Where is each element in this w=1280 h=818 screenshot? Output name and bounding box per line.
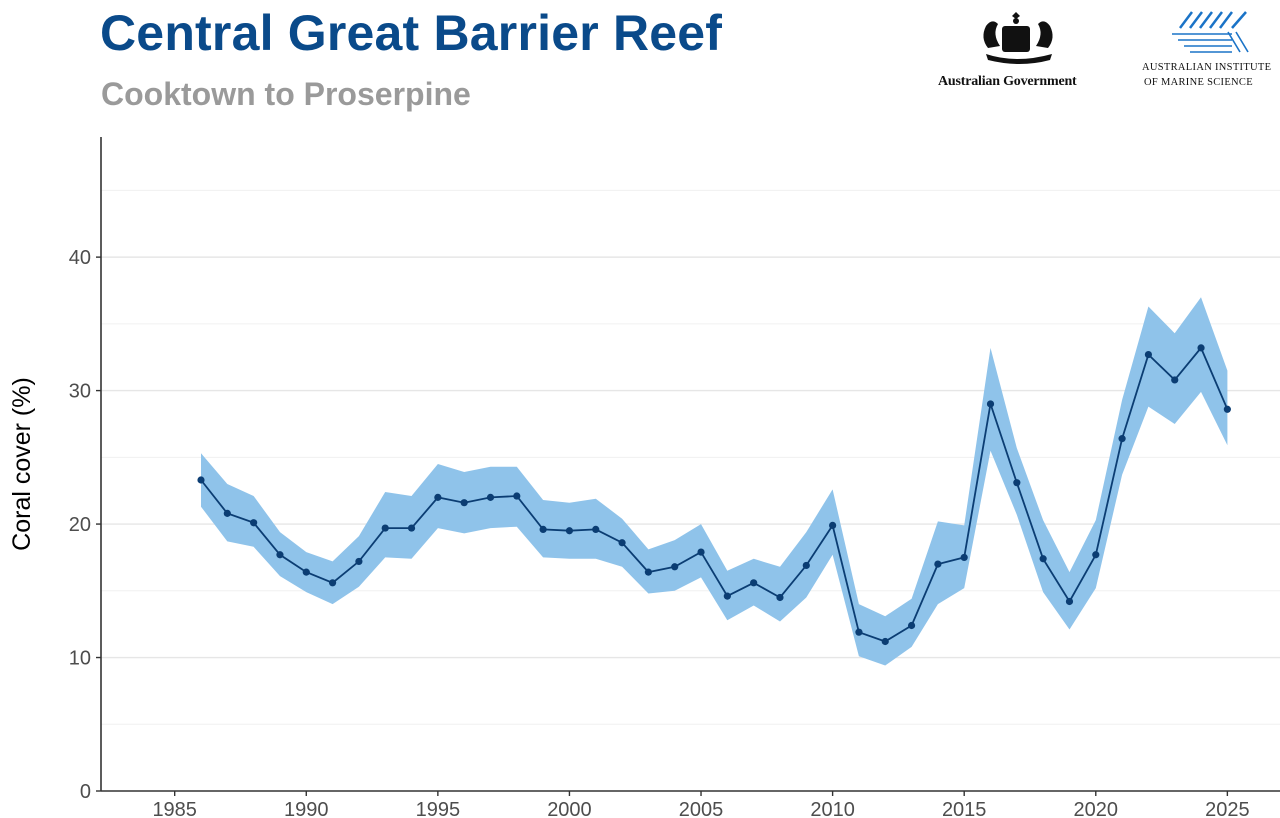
australian-government-logo: Australian Government (930, 8, 1110, 98)
data-point-2001 (592, 525, 600, 534)
confidence-band-layer (201, 297, 1228, 666)
data-point-2021 (1118, 435, 1126, 443)
y-axis-title: Coral cover (%) (8, 377, 36, 551)
data-point-2008 (776, 593, 784, 602)
data-point-2025 (1223, 405, 1231, 413)
y-tick-label-10: 10 (69, 648, 91, 670)
aims-label-line1: AUSTRALIAN INSTITUTE (1142, 62, 1272, 73)
y-tick-label-20: 20 (69, 514, 91, 536)
data-point-1988 (250, 519, 258, 527)
x-tick-label-1990: 1990 (284, 799, 329, 818)
data-point-1986 (197, 476, 205, 484)
x-tick-label-2000: 2000 (547, 799, 592, 818)
data-point-2004 (671, 563, 679, 571)
data-point-2016 (986, 400, 995, 408)
y-tick-label-40: 40 (69, 247, 91, 269)
coral-cover-line (200, 346, 1229, 643)
x-tick-label-2020: 2020 (1074, 799, 1119, 818)
data-point-2007 (750, 579, 758, 587)
data-point-1987 (223, 509, 231, 517)
x-tick-label-2005: 2005 (679, 799, 724, 818)
data-point-1997 (486, 493, 495, 501)
data-point-2011 (855, 628, 863, 636)
page-subtitle: Cooktown to Proserpine (101, 76, 471, 112)
data-point-1989 (276, 551, 284, 559)
series-line-layer (200, 346, 1229, 643)
x-tick-label-2010: 2010 (810, 799, 855, 818)
data-point-1995 (434, 493, 442, 501)
confidence-band (201, 297, 1228, 666)
aims-label-line2: OF MARINE SCIENCE (1144, 77, 1253, 88)
data-point-2024 (1197, 344, 1205, 352)
data-point-2018 (1039, 555, 1047, 563)
y-tick-label-0: 0 (80, 781, 91, 803)
data-point-1998 (513, 492, 521, 500)
data-point-2005 (697, 548, 705, 556)
data-point-2012 (881, 637, 889, 646)
data-point-2023 (1171, 376, 1179, 384)
aims-emblem-icon (1172, 11, 1249, 53)
x-tick-label-2025: 2025 (1205, 799, 1250, 818)
data-point-1996 (460, 499, 468, 507)
data-point-2015 (960, 553, 968, 562)
data-point-2014 (934, 560, 942, 568)
x-tick-label-1995: 1995 (416, 799, 461, 818)
y-tick-label-30: 30 (69, 381, 91, 403)
grid-layer (101, 189, 1280, 725)
data-point-2009 (802, 561, 810, 570)
x-tick-label-2015: 2015 (942, 799, 987, 818)
data-point-2000 (565, 527, 574, 535)
data-point-2019 (1065, 597, 1074, 606)
data-point-1993 (381, 524, 389, 532)
data-point-1999 (539, 525, 547, 534)
data-point-2010 (829, 521, 837, 529)
data-point-2013 (907, 621, 916, 630)
data-point-2002 (618, 539, 626, 547)
data-point-1992 (355, 557, 363, 566)
series-point-layer (197, 344, 1231, 646)
data-point-2022 (1144, 350, 1153, 359)
data-point-1994 (407, 524, 416, 532)
axis-layer: 0 10 20 30 40 1985 1990 1995 2000 2005 2010 2015 202… (69, 137, 1280, 818)
data-point-2003 (644, 568, 652, 576)
data-point-2020 (1092, 551, 1100, 559)
data-point-1990 (302, 568, 310, 576)
page-title: Central Great Barrier Reef (100, 5, 723, 61)
government-label: Australian Government (938, 74, 1077, 89)
data-point-2017 (1013, 479, 1021, 487)
x-tick-label-1985: 1985 (152, 799, 197, 818)
coat-of-arms-icon (983, 12, 1053, 64)
aims-logo: AUSTRALIAN INSTITUTE OF MARINE SCIENCE (1132, 6, 1280, 98)
data-point-2006 (723, 592, 731, 600)
data-point-1991 (328, 579, 337, 587)
